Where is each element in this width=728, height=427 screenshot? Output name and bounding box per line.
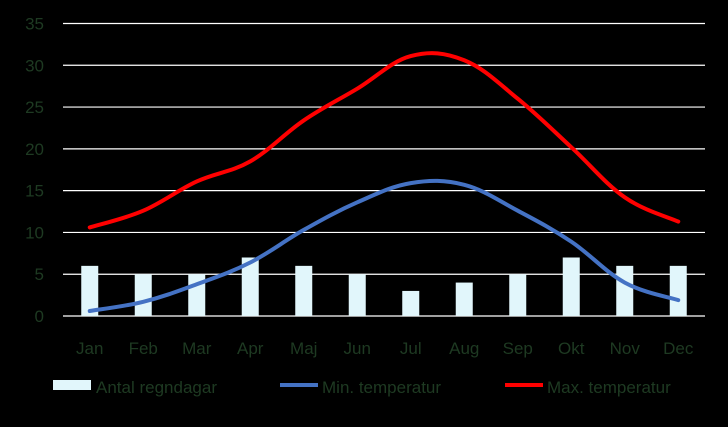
y-tick-label: 15 xyxy=(25,182,44,201)
x-tick-label: Jan xyxy=(76,339,103,358)
line-min-temperature xyxy=(87,178,681,313)
y-tick-label: 25 xyxy=(25,98,44,117)
bar-rain-days xyxy=(348,274,366,316)
bar-rain-days xyxy=(455,282,473,316)
x-tick-label: Jun xyxy=(344,339,371,358)
legend-item-rain-days: Antal regndagar xyxy=(53,378,217,397)
x-tick-label: Aug xyxy=(449,339,479,358)
x-axis-ticks: Jan Feb Mar Apr Maj Jun Jul Aug Sep Okt Nov Dec xyxy=(76,339,694,358)
bar-rain-days xyxy=(241,257,259,316)
bar-rain-days xyxy=(562,257,580,316)
legend-swatch-rain-days xyxy=(53,380,91,390)
temperature-lines xyxy=(87,51,681,313)
legend-label-rain-days: Antal regndagar xyxy=(96,378,217,397)
y-tick-label: 35 xyxy=(25,15,44,34)
bar-rain-days xyxy=(669,265,687,316)
legend-label-max-temp: Max. temperatur xyxy=(547,378,671,397)
bar-rain-days xyxy=(509,274,527,316)
x-tick-label: Jul xyxy=(400,339,422,358)
y-axis-ticks: 0 5 10 15 20 25 30 35 xyxy=(25,15,44,327)
x-tick-label: Feb xyxy=(129,339,158,358)
bar-rain-days xyxy=(81,265,99,316)
x-tick-label: Mar xyxy=(182,339,212,358)
y-tick-label: 30 xyxy=(25,56,44,75)
legend-label-min-temp: Min. temperatur xyxy=(322,378,441,397)
bar-rain-days xyxy=(616,265,634,316)
y-tick-label: 5 xyxy=(35,265,44,284)
legend-item-min-temp: Min. temperatur xyxy=(280,378,441,397)
x-tick-label: Okt xyxy=(558,339,585,358)
bar-rain-days xyxy=(134,274,152,316)
x-tick-label: Sep xyxy=(503,339,533,358)
gridlines xyxy=(63,22,705,317)
x-tick-label: Maj xyxy=(290,339,317,358)
y-tick-label: 10 xyxy=(25,223,44,242)
y-tick-label: 0 xyxy=(35,307,44,326)
x-tick-label: Dec xyxy=(663,339,694,358)
line-max-temperature xyxy=(87,51,681,230)
legend-item-max-temp: Max. temperatur xyxy=(505,378,671,397)
bar-rain-days xyxy=(402,290,420,316)
y-tick-label: 20 xyxy=(25,140,44,159)
x-tick-label: Nov xyxy=(610,339,641,358)
x-tick-label: Apr xyxy=(237,339,264,358)
legend: Antal regndagar Min. temperatur Max. tem… xyxy=(53,378,671,397)
bar-rain-days xyxy=(295,265,313,316)
